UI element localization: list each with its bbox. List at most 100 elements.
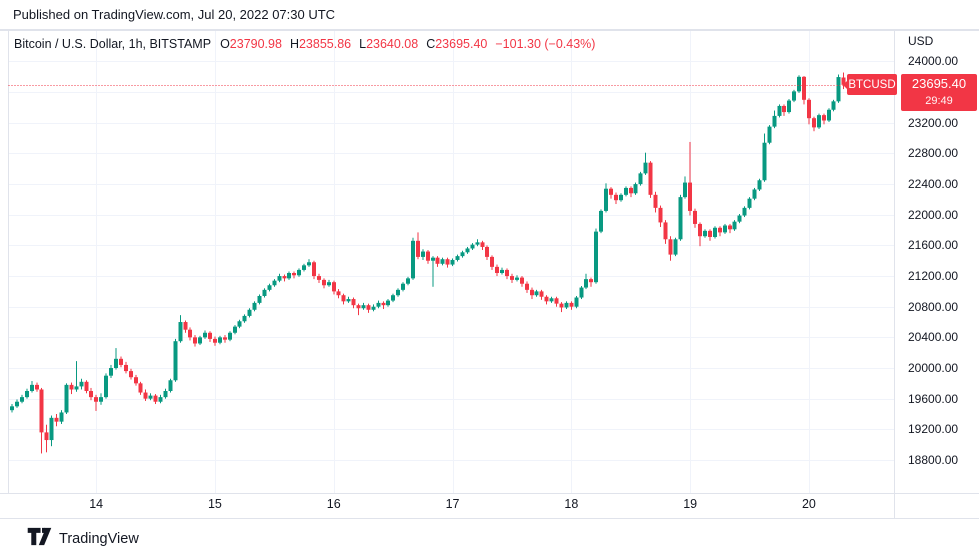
- candle-body: [594, 231, 598, 283]
- time-tick-label: 15: [207, 497, 222, 511]
- last-price-box: 23695.40 29:49: [901, 74, 977, 111]
- candle-body: [723, 225, 727, 233]
- candle-body: [173, 341, 178, 381]
- price-tick-label: 24000.00: [908, 54, 959, 69]
- candle-body: [579, 287, 584, 298]
- candle-body: [638, 173, 643, 185]
- candle-body: [525, 283, 529, 290]
- candle-body: [366, 305, 371, 310]
- candle-body: [332, 282, 336, 292]
- candle-body: [361, 305, 366, 309]
- tradingview-brand-text[interactable]: TradingView: [59, 531, 139, 547]
- candle-body: [510, 276, 514, 280]
- ohlc-low: L23640.08: [359, 37, 419, 51]
- candle-body: [732, 221, 737, 230]
- candle-body: [495, 266, 499, 273]
- candle-body: [371, 306, 376, 310]
- candle-body: [658, 207, 663, 223]
- candle-body: [520, 277, 524, 284]
- candle-body: [242, 315, 247, 322]
- candle-body: [64, 384, 69, 413]
- price-tick-label: 22000.00: [908, 207, 959, 222]
- candle-body: [124, 364, 128, 372]
- ohlc-close: C23695.40: [426, 37, 488, 51]
- ohlc-open: O23790.98: [220, 37, 282, 51]
- candle-body: [708, 230, 712, 237]
- footer[interactable]: TradingView: [27, 527, 139, 551]
- price-tick-label: 18800.00: [908, 452, 959, 467]
- candle-body: [416, 240, 420, 257]
- candle-body: [59, 412, 64, 422]
- candle-body: [668, 239, 673, 255]
- candle-body: [703, 230, 707, 237]
- candle-wick: [689, 141, 691, 216]
- candle-body: [218, 337, 222, 343]
- candle-body: [346, 299, 351, 302]
- candle-body: [228, 332, 232, 340]
- candle-wick: [76, 361, 77, 392]
- bar-countdown: 29:49: [925, 95, 953, 107]
- candle-body: [138, 383, 143, 393]
- candle-body: [549, 298, 554, 302]
- candle-body: [807, 99, 811, 119]
- candle-body: [20, 397, 24, 402]
- price-tick-label: 19600.00: [908, 391, 959, 406]
- candle-body: [223, 337, 227, 340]
- price-tick-label: 20400.00: [908, 330, 959, 345]
- price-tick-label: 20800.00: [908, 299, 959, 314]
- candle-body: [79, 381, 84, 387]
- candle-body: [614, 194, 618, 201]
- candle-body: [604, 188, 608, 211]
- time-tick-label: 16: [326, 497, 341, 511]
- candle-body: [445, 259, 450, 265]
- price-tick-label: 21200.00: [908, 269, 959, 284]
- candle-body: [426, 251, 430, 261]
- candle-body: [609, 188, 613, 195]
- candle-body: [718, 227, 722, 233]
- candle-body: [431, 257, 435, 261]
- candle-wick: [432, 256, 434, 287]
- candle-body: [168, 380, 173, 392]
- candle-body: [827, 109, 831, 121]
- candle-body: [455, 256, 460, 260]
- candle-body: [599, 210, 603, 232]
- candle-body: [203, 332, 207, 338]
- candle-body: [619, 194, 623, 201]
- candle-body: [817, 115, 821, 128]
- symbol-title: Bitcoin / U.S. Dollar, 1h, BITSTAMP: [14, 37, 212, 51]
- candle-body: [480, 242, 485, 247]
- candle-body: [564, 302, 569, 308]
- symbol-price-flag: BTCUSD: [843, 74, 897, 95]
- candle-body: [688, 182, 692, 211]
- candle-body: [693, 210, 697, 224]
- candle-body: [435, 257, 440, 264]
- candle-body: [267, 285, 272, 290]
- candle-body: [356, 305, 361, 309]
- candle-body: [440, 259, 445, 264]
- candle-wick: [95, 394, 97, 411]
- candle-body: [752, 189, 757, 199]
- candle-body: [539, 291, 544, 297]
- candle-body: [54, 417, 59, 422]
- candle-body: [287, 272, 291, 279]
- candle-body: [193, 337, 197, 344]
- candle-body: [143, 392, 148, 399]
- candle-body: [302, 265, 306, 270]
- candle-body: [777, 105, 782, 116]
- candle-body: [257, 295, 262, 303]
- candle-body: [129, 371, 133, 378]
- candle-body: [282, 276, 287, 279]
- candle-body: [836, 77, 841, 102]
- candle-body: [574, 297, 579, 307]
- candle-body: [831, 101, 836, 110]
- candle-body: [381, 302, 386, 306]
- candle-body: [262, 289, 267, 296]
- candle-body: [678, 197, 683, 240]
- candle-body: [584, 279, 588, 288]
- candle-body: [213, 338, 217, 343]
- candle-body: [25, 391, 29, 398]
- candle-body: [460, 252, 465, 257]
- candle-body: [569, 302, 574, 307]
- candle-body: [341, 295, 346, 302]
